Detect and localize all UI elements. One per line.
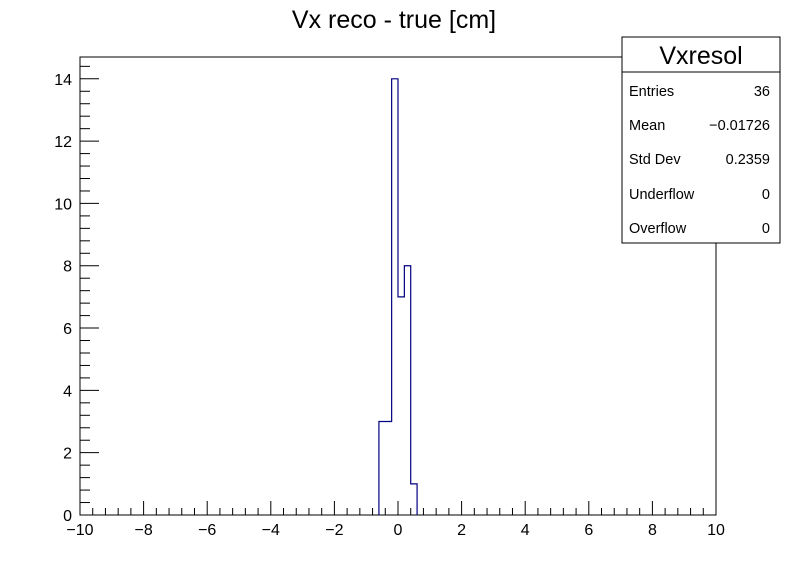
histogram-bin	[379, 422, 392, 515]
y-tick-label: 12	[54, 134, 72, 151]
x-tick-label: 6	[584, 522, 593, 539]
histogram-bin	[404, 266, 410, 515]
stats-row-label: Mean	[629, 118, 665, 134]
y-tick-label: 14	[54, 72, 72, 89]
y-axis: 0 2 4 6 8 10 12 14	[54, 65, 99, 525]
y-tick-label: 6	[63, 321, 72, 338]
x-tick-label: −4	[262, 522, 280, 539]
x-axis: −10 −8 −6 −4 −2 0 2 4 6 8 10	[66, 501, 725, 539]
x-tick-label: 0	[394, 522, 403, 539]
stats-row-label: Std Dev	[629, 152, 681, 168]
stats-rows: Entries 36 Mean −0.01726 Std Dev 0.2359 Underf…	[629, 84, 770, 237]
y-tick-label: 2	[63, 446, 72, 463]
stats-row-label: Overflow	[629, 221, 687, 237]
stats-row-value: 36	[754, 84, 770, 100]
histogram-outline	[378, 78, 418, 515]
x-tick-label: 4	[521, 522, 530, 539]
histogram-bin	[411, 484, 417, 515]
histogram-bin	[392, 79, 398, 515]
stats-box-title: Vxresol	[659, 42, 742, 70]
stats-row-value: 0	[762, 221, 770, 237]
y-tick-label: 8	[63, 259, 72, 276]
stats-row-label: Underflow	[629, 187, 695, 203]
chart-title: Vx reco - true [cm]	[292, 6, 496, 34]
stats-row-value: −0.01726	[709, 118, 770, 134]
x-tick-label: −8	[134, 522, 152, 539]
x-tick-label: 10	[707, 522, 725, 539]
x-tick-label: −2	[325, 522, 343, 539]
y-tick-label: 10	[54, 196, 72, 213]
histogram-bin	[398, 297, 404, 515]
x-tick-label: −10	[66, 522, 93, 539]
stats-box: Vxresol Entries 36 Mean −0.01726 Std Dev 0.23…	[621, 36, 781, 244]
stats-row-value: 0.2359	[726, 152, 770, 168]
x-tick-label: −6	[198, 522, 216, 539]
y-tick-label: 0	[63, 508, 72, 525]
x-tick-label: 8	[648, 522, 657, 539]
stats-box-frame	[621, 36, 781, 244]
x-tick-label: 2	[457, 522, 466, 539]
stats-row-label: Entries	[629, 84, 674, 100]
y-tick-label: 4	[63, 383, 72, 400]
stats-row-value: 0	[762, 187, 770, 203]
